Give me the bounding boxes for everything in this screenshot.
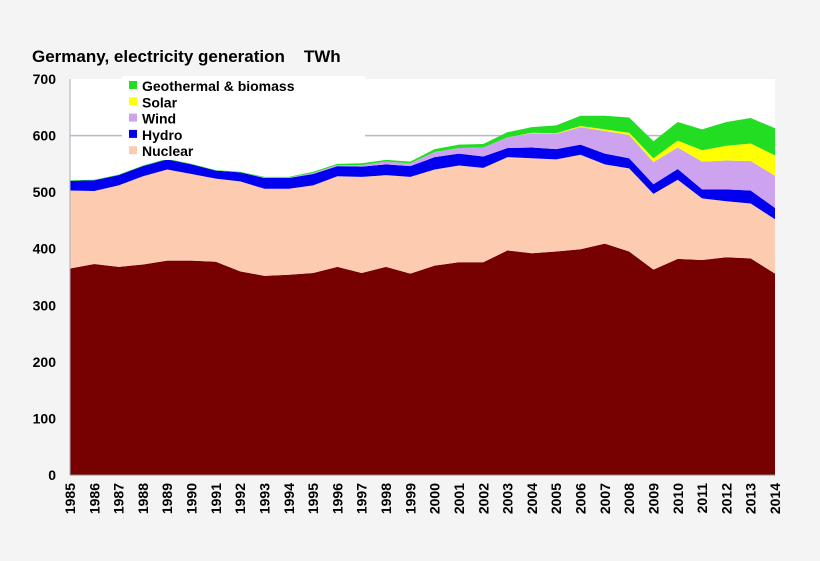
y-tick-label: 400 [33, 241, 57, 257]
x-tick-label: 1992 [232, 483, 248, 514]
x-tick-label: 1989 [159, 483, 175, 514]
legend-swatch [129, 113, 137, 122]
x-tick-label: 2001 [451, 483, 467, 514]
x-tick-label: 1993 [256, 483, 272, 514]
y-tick-label: 600 [33, 128, 57, 144]
x-tick-label: 2007 [597, 483, 613, 514]
x-tick-label: 2014 [767, 483, 783, 514]
x-tick-label: 2000 [427, 483, 443, 514]
legend-label: Geothermal & biomass [142, 78, 295, 94]
x-tick-label: 2011 [694, 483, 710, 514]
x-tick-label: 2005 [548, 483, 564, 514]
x-tick-label: 1994 [281, 483, 297, 514]
x-tick-label: 1991 [208, 483, 224, 514]
chart-unit: TWh [303, 47, 341, 66]
legend-swatch [129, 97, 137, 106]
x-tick-label: 1986 [86, 483, 102, 514]
legend-swatch [129, 129, 137, 138]
legend-swatch [129, 81, 137, 89]
y-tick-label: 200 [33, 354, 57, 370]
x-tick-label: 2013 [743, 483, 759, 514]
x-tick-label: 1988 [135, 483, 151, 514]
y-tick-label: 100 [33, 410, 57, 426]
x-tick-label: 1998 [378, 483, 394, 514]
legend-swatch [129, 146, 137, 155]
x-tick-label: 2008 [621, 483, 637, 514]
y-tick-label: 700 [33, 71, 57, 87]
x-tick-label: 1996 [329, 483, 345, 514]
x-tick-label: 2003 [500, 483, 516, 514]
chart-title-text: Germany, electricity generation [32, 47, 285, 66]
x-tick-label: 2010 [670, 483, 686, 514]
x-tick-label: 1987 [111, 483, 127, 514]
x-tick-label: 2012 [718, 483, 734, 514]
legend-box [122, 76, 365, 160]
y-tick-label: 300 [33, 297, 57, 313]
area-wind [70, 127, 775, 208]
legend-label: Wind [142, 111, 176, 127]
x-tick-label: 1990 [184, 483, 200, 514]
chart-title: Germany, electricity generation TWh [32, 47, 341, 67]
x-tick-label: 1997 [354, 483, 370, 514]
area-base-layer [70, 243, 775, 475]
x-tick-label: 2006 [573, 483, 589, 514]
legend-label: Nuclear [142, 143, 194, 159]
y-tick-label: 0 [48, 467, 56, 483]
y-tick-label: 500 [33, 184, 57, 200]
legend-label: Hydro [142, 127, 182, 143]
area-nuclear [70, 154, 775, 276]
x-tick-label: 2002 [475, 483, 491, 514]
x-tick-label: 1995 [305, 483, 321, 514]
x-tick-label: 1985 [62, 483, 78, 514]
x-tick-label: 2004 [524, 483, 540, 514]
x-tick-label: 1999 [402, 483, 418, 514]
legend-label: Solar [142, 94, 178, 110]
x-tick-label: 2009 [645, 483, 661, 514]
